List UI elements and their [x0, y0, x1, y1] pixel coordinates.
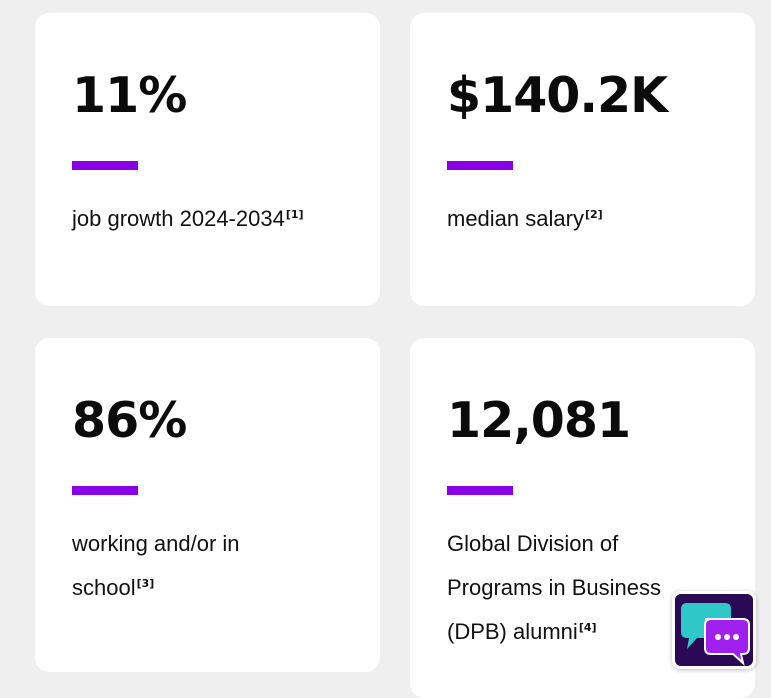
- purple-bubble-shape: [704, 618, 750, 666]
- stat-value: $140.2K: [447, 67, 668, 124]
- stat-label: job growth 2024-2034[1]: [72, 197, 362, 241]
- footnote-ref[interactable]: [3]: [136, 576, 155, 590]
- accent-bar: [72, 486, 138, 495]
- footnote-ref[interactable]: [2]: [584, 207, 603, 221]
- stat-label-text: working and/or in school: [72, 531, 240, 600]
- stat-label: working and/or in school[3]: [72, 522, 302, 610]
- dot: [724, 634, 730, 640]
- accent-bar: [72, 161, 138, 170]
- stat-label: median salary[2]: [447, 197, 737, 241]
- stat-value: 11%: [72, 67, 187, 124]
- stat-label-text: Global Division of Programs in Business …: [447, 531, 661, 644]
- stat-card-job-growth: 11% job growth 2024-2034[1]: [35, 13, 380, 306]
- dot: [715, 634, 721, 640]
- stat-value: 86%: [72, 392, 187, 449]
- footnote-ref[interactable]: [1]: [285, 207, 304, 221]
- stat-value: 12,081: [447, 392, 631, 449]
- stat-label: Global Division of Programs in Business …: [447, 522, 697, 654]
- stat-card-alumni: 12,081 Global Division of Programs in Bu…: [410, 338, 755, 698]
- stat-card-median-salary: $140.2K median salary[2]: [410, 13, 755, 306]
- accent-bar: [447, 161, 513, 170]
- chat-bubbles-icon: [675, 594, 753, 666]
- accent-bar: [447, 486, 513, 495]
- stat-label-text: job growth 2024-2034: [72, 206, 285, 231]
- stat-label-text: median salary: [447, 206, 584, 231]
- chat-widget-button[interactable]: [672, 591, 756, 669]
- stat-card-working-or-school: 86% working and/or in school[3]: [35, 338, 380, 672]
- footnote-ref[interactable]: [4]: [578, 620, 597, 634]
- dot: [733, 634, 739, 640]
